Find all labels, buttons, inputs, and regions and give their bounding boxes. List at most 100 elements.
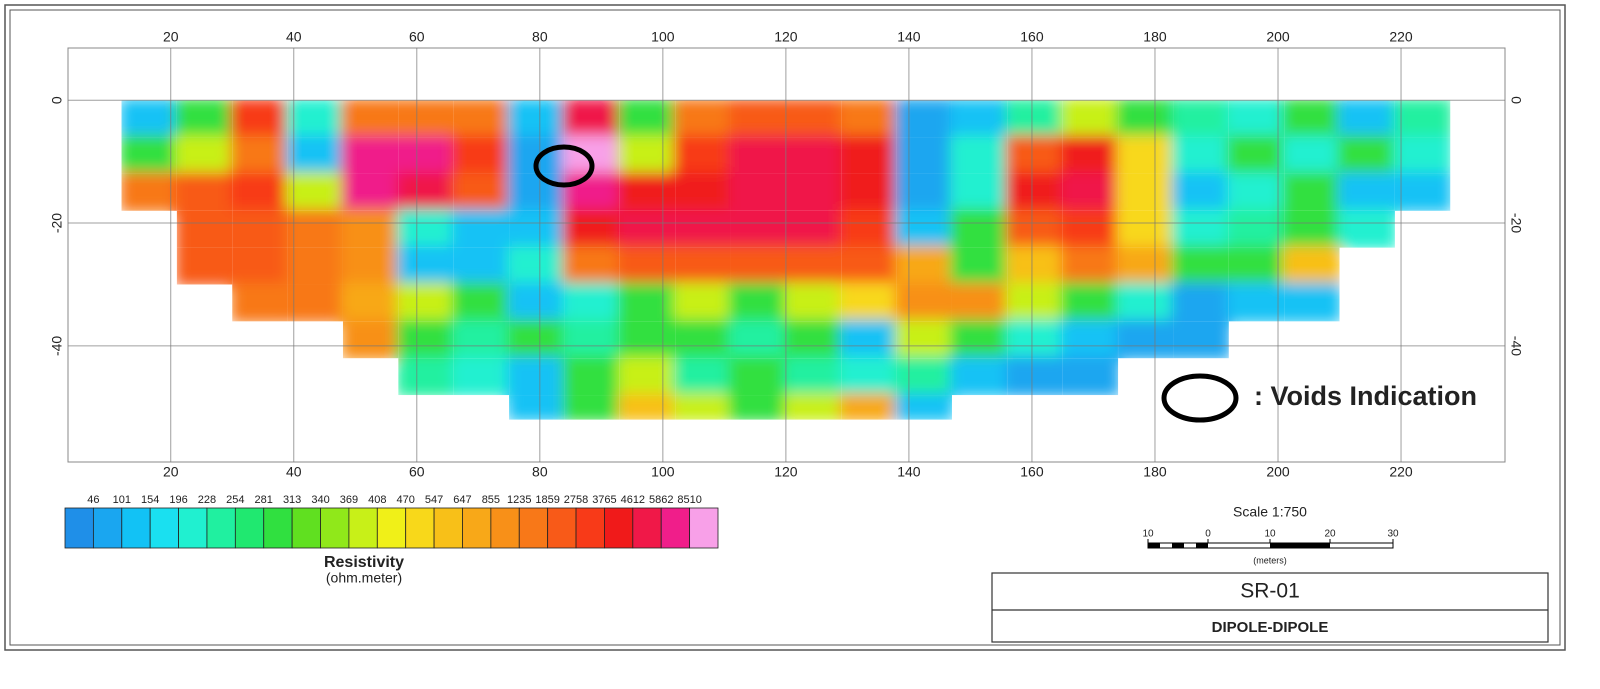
- cell: [673, 135, 733, 176]
- cell: [1282, 171, 1342, 213]
- cell: [1005, 319, 1065, 361]
- cell: [783, 135, 844, 176]
- y-tick-label: -40: [1508, 336, 1524, 356]
- cell: [562, 319, 622, 361]
- cell: [340, 208, 401, 250]
- cell: [562, 245, 622, 287]
- cell: [894, 393, 954, 420]
- colorbar-swatch: [263, 507, 293, 549]
- scale-labels: 10 0 10 20 30: [1142, 529, 1399, 543]
- x-tick-label: 100: [651, 29, 675, 45]
- cell: [783, 356, 844, 398]
- cell: [783, 100, 844, 140]
- cell: [728, 135, 788, 176]
- scale-seg: [1172, 543, 1184, 548]
- x-tick-label: 120: [774, 29, 798, 45]
- x-tick-label: 140: [897, 29, 921, 45]
- colorbar-level: 8510: [677, 494, 701, 506]
- cell: [1337, 100, 1397, 140]
- cell: [340, 135, 401, 176]
- cell: [562, 100, 622, 140]
- colorbar-level: 470: [397, 494, 415, 506]
- cell: [617, 356, 678, 398]
- colorbar-swatch: [660, 507, 691, 549]
- scale-label: 30: [1387, 529, 1399, 540]
- x-tick-label: 180: [1143, 464, 1167, 480]
- colorbar-swatch: [632, 507, 662, 549]
- cell: [396, 245, 456, 287]
- annotation: : Voids Indication: [1254, 381, 1477, 411]
- void-marker: [533, 144, 595, 188]
- cell: [121, 135, 179, 176]
- colorbar-title: Resistivity: [324, 554, 404, 571]
- colorbar-swatch: [405, 507, 435, 549]
- cell: [285, 208, 345, 250]
- cell: [174, 171, 235, 213]
- cell: [783, 245, 844, 287]
- cell: [396, 135, 456, 176]
- cell: [1005, 208, 1065, 250]
- colorbar-swatch: [433, 507, 463, 549]
- cell: [617, 319, 678, 361]
- cells: [121, 100, 1451, 420]
- x-tick-label: 220: [1389, 29, 1413, 45]
- x-tick-label: 200: [1266, 29, 1290, 45]
- y-tick-label: -20: [1508, 213, 1524, 233]
- cell: [1171, 245, 1231, 287]
- cell: [728, 245, 788, 287]
- cell: [617, 135, 678, 176]
- cell: [894, 319, 954, 361]
- cell: [396, 356, 456, 398]
- cell: [1116, 171, 1176, 213]
- y-tick-label: -40: [49, 336, 65, 356]
- cell: [396, 282, 456, 324]
- y-tick-label: -20: [49, 213, 65, 233]
- x-tick-label: 40: [286, 29, 302, 45]
- cell: [396, 208, 456, 250]
- colorbar-swatch: [291, 507, 321, 549]
- cell: [894, 135, 954, 176]
- cell: [839, 245, 899, 287]
- x-tick-label: 80: [532, 464, 548, 480]
- scale-seg: [1196, 543, 1208, 548]
- cell: [507, 208, 567, 250]
- scale-title: Scale 1:750: [1233, 504, 1307, 520]
- cell: [1116, 100, 1176, 140]
- cell: [1282, 135, 1342, 176]
- cell: [507, 319, 567, 361]
- cell: [285, 100, 345, 140]
- axes: 20 20 40 40 60 60 80 80 100 100 120 120 140 140 160 160…: [49, 29, 1525, 480]
- cell: [949, 245, 1010, 287]
- cell: [839, 100, 899, 140]
- field: [121, 100, 1451, 420]
- cell: [396, 100, 456, 140]
- cell: [451, 356, 512, 398]
- y-tick-label: 0: [1508, 96, 1524, 104]
- cell: [673, 171, 733, 213]
- colorbar-swatch: [64, 507, 94, 549]
- colorbar-swatch: [348, 507, 378, 549]
- colorbar-swatch: [689, 507, 719, 549]
- colorbar-swatch: [178, 507, 208, 549]
- cell: [728, 208, 788, 250]
- cell: [230, 282, 290, 324]
- x-tick-label: 220: [1389, 464, 1413, 480]
- cell: [451, 282, 512, 324]
- colorbar-level: 855: [482, 494, 500, 506]
- cell: [894, 245, 954, 287]
- colorbar-level: 340: [311, 494, 329, 506]
- x-tick-label: 160: [1020, 464, 1044, 480]
- scale-label: 20: [1324, 529, 1336, 540]
- cell: [1060, 319, 1121, 361]
- cell: [1171, 282, 1231, 324]
- cell: [1060, 171, 1121, 213]
- cell: [562, 208, 622, 250]
- cell: [451, 100, 512, 140]
- method: DIPOLE-DIPOLE: [1212, 619, 1329, 636]
- cell: [1226, 245, 1287, 287]
- colorbar-swatch: [575, 507, 605, 549]
- cell: [617, 393, 678, 420]
- x-tick-label: 100: [651, 464, 675, 480]
- colorbar-level: 4612: [621, 494, 645, 506]
- colorbar-unit: (ohm.meter): [326, 570, 402, 586]
